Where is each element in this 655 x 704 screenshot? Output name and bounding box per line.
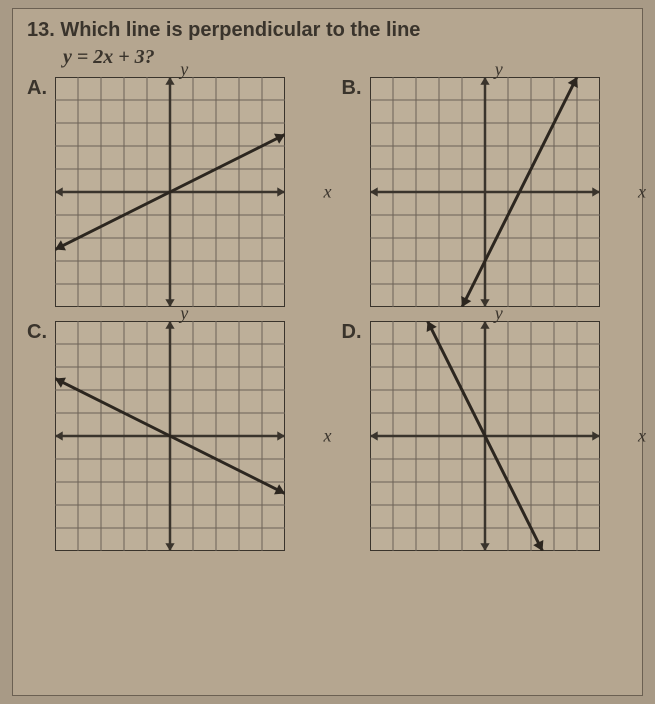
option-cell-c: C. y x (27, 321, 314, 551)
option-cell-a: A. y x (27, 77, 314, 307)
option-label: B. (342, 77, 362, 100)
graph-box-c: y x (55, 321, 314, 551)
option-cell-d: D. y x (342, 321, 629, 551)
question-text: Which line is perpendicular to the line (60, 19, 420, 41)
y-axis-label: y (495, 59, 503, 80)
x-axis-label: x (324, 182, 332, 203)
question-header: 13. Which line is perpendicular to the l… (27, 19, 628, 42)
graph-c (55, 321, 285, 551)
worksheet-page: 13. Which line is perpendicular to the l… (12, 8, 643, 696)
option-label: A. (27, 77, 47, 100)
option-cell-b: B. y x (342, 77, 629, 307)
x-axis-label: x (324, 426, 332, 447)
graph-box-b: y x (370, 77, 629, 307)
graph-box-d: y x (370, 321, 629, 551)
question-number: 13. (27, 19, 55, 41)
options-grid: A. y x B. y x C. y x D. (27, 77, 628, 551)
graph-box-a: y x (55, 77, 314, 307)
option-label: C. (27, 321, 47, 344)
y-axis-label: y (180, 59, 188, 80)
x-axis-label: x (638, 426, 646, 447)
graph-b (370, 77, 600, 307)
graph-a (55, 77, 285, 307)
question-equation: y = 2x + 3? (63, 46, 628, 69)
y-axis-label: y (495, 303, 503, 324)
graph-d (370, 321, 600, 551)
y-axis-label: y (180, 303, 188, 324)
x-axis-label: x (638, 182, 646, 203)
option-label: D. (342, 321, 362, 344)
